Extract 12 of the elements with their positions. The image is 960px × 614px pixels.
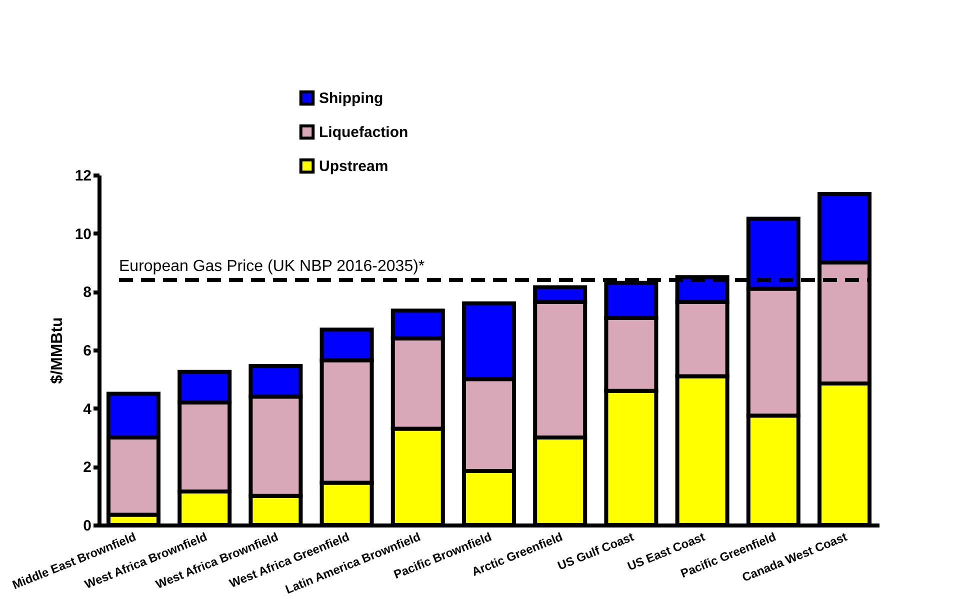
legend-label: Upstream	[319, 158, 388, 175]
y-tick-label: 12	[74, 168, 92, 184]
y-tick-label: 10	[74, 226, 92, 243]
y-tick-label: 0	[83, 518, 92, 534]
y-tick-label: 2	[83, 459, 92, 476]
y-axis-title: $/MMBtu	[48, 317, 66, 384]
y-tick-label: 4	[83, 400, 92, 418]
y-tick-label: 8	[83, 284, 92, 302]
legend-label: Liquefaction	[319, 124, 408, 141]
ref-line-label: European Gas Price (UK NBP 2016-2035)*	[119, 258, 425, 275]
y-tick-label: 6	[83, 342, 92, 360]
legend-label: Shipping	[319, 90, 384, 107]
